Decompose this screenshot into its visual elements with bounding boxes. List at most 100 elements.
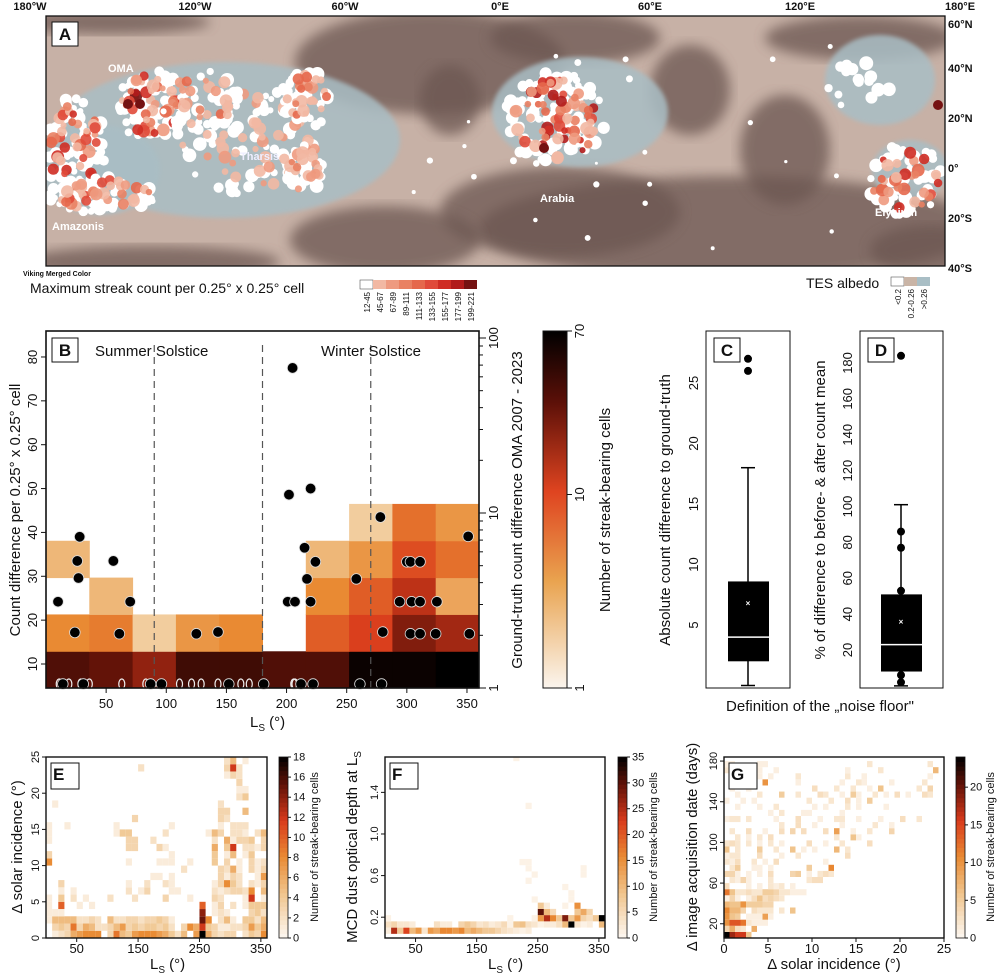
streak-cell-count [230, 171, 242, 183]
colorbar-tick-label: 2 [293, 912, 299, 924]
y-tick-label: 15 [686, 497, 701, 511]
streak-cell [196, 72, 205, 81]
y-tick-label: 0.6 [369, 868, 381, 883]
heatmap-cell [156, 916, 163, 924]
heatmap-cell [82, 930, 89, 938]
ground-truth-point [350, 573, 363, 585]
plot-frame [384, 756, 606, 939]
heatmap-cell [125, 930, 132, 938]
streak-cell-count [210, 85, 221, 97]
heatmap-cell [76, 916, 83, 924]
heatmap-cell [779, 852, 785, 859]
heatmap-cell [199, 930, 206, 938]
legend-class-label: 111-133 [415, 291, 424, 320]
latitude-labels: 60°N 40°N 20°N 0° 20°S 40°S [948, 19, 973, 275]
heatmap-cell [144, 923, 151, 931]
colorbar-segment [618, 915, 627, 921]
heatmap-cell [773, 815, 779, 823]
legend-class-label: 12-45 [363, 291, 372, 312]
heatmap-cell [46, 822, 53, 830]
heatmap-cell [224, 851, 231, 859]
heatmap-cell [211, 851, 218, 859]
heatmap-cell [260, 872, 267, 881]
heatmap-cell [513, 921, 520, 928]
streak-cell-count [91, 138, 101, 147]
heatmap-cell [70, 887, 77, 895]
outlier-point [897, 678, 905, 687]
y-tick-label: 140 [708, 793, 720, 811]
streak-cell [107, 203, 117, 213]
heatmap-cell [131, 923, 139, 931]
heatmap-cell [236, 836, 243, 844]
heatmap-cell [537, 908, 544, 916]
heatmap-cell [82, 923, 89, 931]
heatmap-cell [64, 822, 71, 830]
colorbar-segment [279, 879, 288, 885]
heatmap-cell [236, 858, 243, 866]
panel-letter-box [389, 762, 419, 790]
heatmap-cell [168, 887, 175, 895]
heatmap-cell [779, 840, 785, 847]
streak-cell [840, 59, 853, 72]
panel-letter-f: F [392, 765, 402, 784]
y-tick-label: 60 [840, 571, 855, 585]
heatmap-cell [211, 909, 218, 917]
colorbar-segment [956, 761, 965, 767]
streak-cell-count [218, 150, 232, 164]
panel-letter-c: C [721, 341, 733, 360]
heatmap-cell [580, 908, 587, 916]
streak-cell-count [317, 76, 325, 84]
legend-swatch [386, 280, 399, 289]
heatmap-cell [580, 871, 587, 878]
heatmap-cell [550, 915, 557, 922]
heatmap-cell [751, 864, 757, 871]
heatmap-cell [89, 651, 134, 689]
heatmap-cell [470, 921, 477, 928]
heatmap-cell [248, 865, 255, 873]
streak-cell-count [60, 122, 67, 129]
colorbar-tick-label: 18 [293, 752, 305, 764]
heatmap-cell [52, 909, 59, 917]
heatmap-cell [458, 921, 465, 928]
colorbar [617, 756, 628, 939]
heatmap-cell [729, 889, 735, 896]
heatmap-cell [138, 923, 145, 931]
colorbar-segment [279, 928, 288, 934]
colorbar-segment [618, 888, 627, 894]
colorbar-tick-label: 6 [293, 872, 299, 884]
heatmap-cell [872, 822, 878, 829]
plot-frame [723, 756, 945, 939]
heatmap-cell [125, 916, 132, 924]
colorbar-segment [956, 784, 965, 790]
heatmap-cell [138, 930, 145, 938]
colorbar-segment [279, 838, 288, 844]
colorbar-segment [956, 779, 965, 785]
heatmap-cell [768, 840, 774, 847]
heatmap-cell [762, 913, 768, 920]
ground-truth-point [414, 596, 426, 608]
colorbar-segment [279, 865, 288, 871]
streak-cell-count [511, 123, 524, 136]
heatmap-cell [397, 921, 404, 928]
y-tick-label: 10 [25, 657, 40, 671]
heatmap-cell [724, 913, 730, 920]
heatmap-cell [242, 901, 249, 910]
heatmap-cell [729, 925, 735, 932]
heatmap-cell [916, 815, 922, 823]
streak-cell-count [168, 96, 179, 107]
ground-truth-point [155, 678, 168, 690]
heatmap-cell [217, 807, 225, 815]
heatmap-cell [174, 930, 182, 938]
heatmap-cell [574, 921, 581, 928]
heatmap-cell [125, 843, 132, 852]
colorbar-segment [618, 861, 627, 867]
streak-cell [47, 183, 60, 195]
heatmap-cell [845, 797, 851, 804]
heatmap-cell [724, 889, 730, 896]
heatmap-cell [883, 803, 889, 810]
streak-cell [285, 78, 295, 88]
heatmap-cell [513, 757, 520, 762]
heatmap-cell [806, 864, 812, 871]
heatmap-cell [205, 923, 212, 931]
streak-cell [160, 108, 167, 115]
